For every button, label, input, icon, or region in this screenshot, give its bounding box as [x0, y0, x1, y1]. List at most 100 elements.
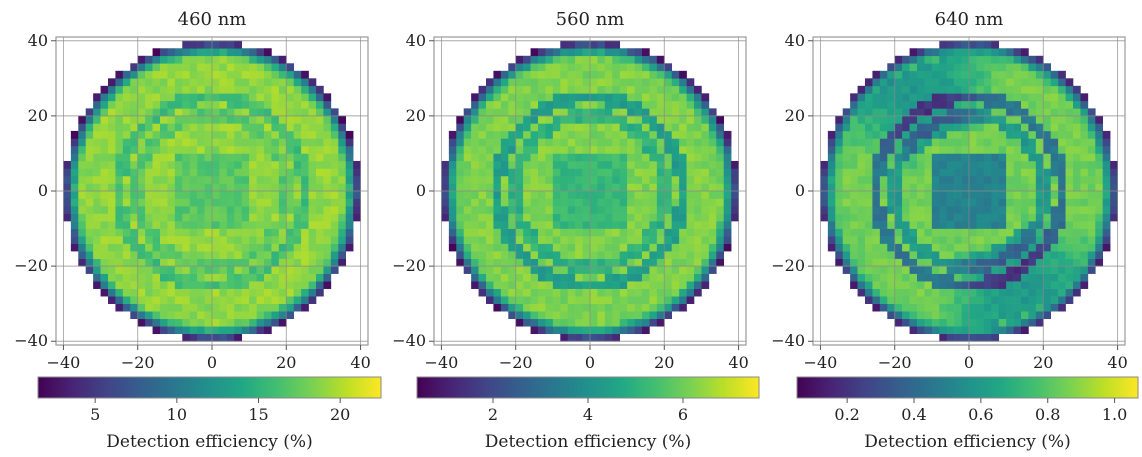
heatmap-cell — [1006, 303, 1014, 312]
heatmap-cell — [567, 85, 576, 94]
heatmap-cell — [983, 266, 992, 274]
heatmap-cell — [441, 191, 450, 199]
heatmap-cell — [656, 78, 665, 87]
heatmap-cell — [679, 273, 687, 282]
heatmap-cell — [478, 273, 487, 282]
heatmap-cell — [219, 303, 228, 312]
heatmap-cell — [219, 85, 228, 94]
heatmap-cell — [486, 281, 494, 289]
heatmap-cell — [523, 55, 531, 64]
heatmap-cell — [627, 258, 635, 267]
heatmap-cell — [1050, 160, 1059, 169]
heatmap-cell — [649, 228, 658, 237]
heatmap-cell — [686, 281, 695, 289]
heatmap-cell — [954, 303, 962, 312]
heatmap-cell — [174, 130, 183, 139]
heatmap-cell — [612, 296, 621, 304]
heatmap-cell — [582, 108, 591, 117]
heatmap-cell — [597, 198, 606, 207]
heatmap-cell — [78, 160, 87, 169]
heatmap-cell — [137, 183, 146, 192]
heatmap-cell — [961, 311, 970, 320]
heatmap-cell — [1043, 296, 1052, 304]
heatmap-cell — [857, 115, 866, 124]
heatmap-cell — [160, 296, 168, 304]
heatmap-cell — [865, 108, 873, 117]
heatmap-cell — [575, 221, 583, 229]
heatmap-cell — [286, 311, 295, 320]
heatmap-cell — [1013, 213, 1022, 222]
heatmap-cell — [493, 243, 502, 252]
heatmap-cell — [189, 266, 198, 274]
heatmap-cell — [500, 160, 509, 169]
heatmap-cell — [969, 130, 977, 139]
heatmap-cell — [686, 160, 695, 169]
heatmap-cell — [865, 243, 873, 252]
heatmap-cell — [931, 55, 940, 64]
heatmap-cell — [872, 228, 881, 237]
heatmap-cell — [1087, 115, 1096, 124]
heatmap-cell — [1050, 93, 1059, 102]
heatmap-cell — [530, 296, 539, 304]
heatmap-cell — [1087, 206, 1096, 214]
heatmap-cell — [656, 311, 665, 320]
heatmap-cell — [664, 251, 673, 259]
heatmap-cell — [1035, 145, 1044, 154]
heatmap-cell — [241, 273, 250, 282]
heatmap-cell — [612, 281, 621, 289]
heatmap-cell — [917, 48, 925, 57]
heatmap-cell — [234, 115, 243, 124]
heatmap-cell — [137, 251, 146, 259]
heatmap-cell — [338, 221, 347, 229]
heatmap-cell — [686, 115, 695, 124]
heatmap-cell — [189, 213, 198, 222]
heatmap-cell — [954, 243, 962, 252]
heatmap-cell — [234, 311, 243, 320]
heatmap-cell — [894, 63, 903, 72]
heatmap-cell — [463, 221, 472, 229]
heatmap-cell — [983, 303, 992, 312]
heatmap-cell — [500, 191, 509, 199]
heatmap-cell — [827, 236, 836, 244]
heatmap-cell — [1006, 198, 1014, 207]
heatmap-cell — [1065, 130, 1074, 139]
heatmap-cell — [545, 198, 554, 207]
heatmap-cell — [894, 145, 903, 154]
heatmap-cell — [1006, 221, 1014, 229]
heatmap-cell — [1102, 145, 1111, 154]
heatmap-cell — [278, 303, 287, 312]
heatmap-cell — [902, 93, 910, 102]
heatmap-cell — [872, 70, 881, 79]
heatmap-cell — [998, 326, 1007, 335]
heatmap-cell — [827, 206, 836, 214]
heatmap-cell — [627, 78, 635, 87]
heatmap-cell — [954, 183, 962, 192]
heatmap-cell — [1043, 258, 1052, 267]
heatmap-cell — [969, 318, 977, 327]
heatmap-cell — [552, 303, 561, 312]
heatmap-cell — [234, 326, 243, 335]
heatmap-cell — [931, 108, 940, 117]
heatmap-cell — [538, 93, 546, 102]
heatmap-cell — [353, 183, 361, 192]
heatmap-cell — [649, 78, 658, 87]
heatmap-cell — [961, 198, 970, 207]
heatmap-cell — [991, 273, 1000, 282]
heatmap-cell — [575, 333, 583, 342]
heatmap-cell — [345, 206, 354, 214]
heatmap-cell — [612, 206, 621, 214]
heatmap-cell — [308, 206, 317, 214]
heatmap-cell — [493, 228, 502, 237]
heatmap-cell — [1006, 100, 1014, 109]
heatmap-cell — [108, 138, 116, 147]
heatmap-cell — [471, 115, 479, 124]
heatmap-cell — [649, 168, 658, 177]
heatmap-cell — [219, 145, 228, 154]
heatmap-cell — [1028, 93, 1037, 102]
heatmap-cell — [552, 130, 561, 139]
heatmap-cell — [137, 318, 146, 327]
heatmap-cell — [1035, 318, 1044, 327]
heatmap-cell — [152, 70, 161, 79]
heatmap-cell — [723, 213, 732, 222]
heatmap-cell — [478, 221, 487, 229]
